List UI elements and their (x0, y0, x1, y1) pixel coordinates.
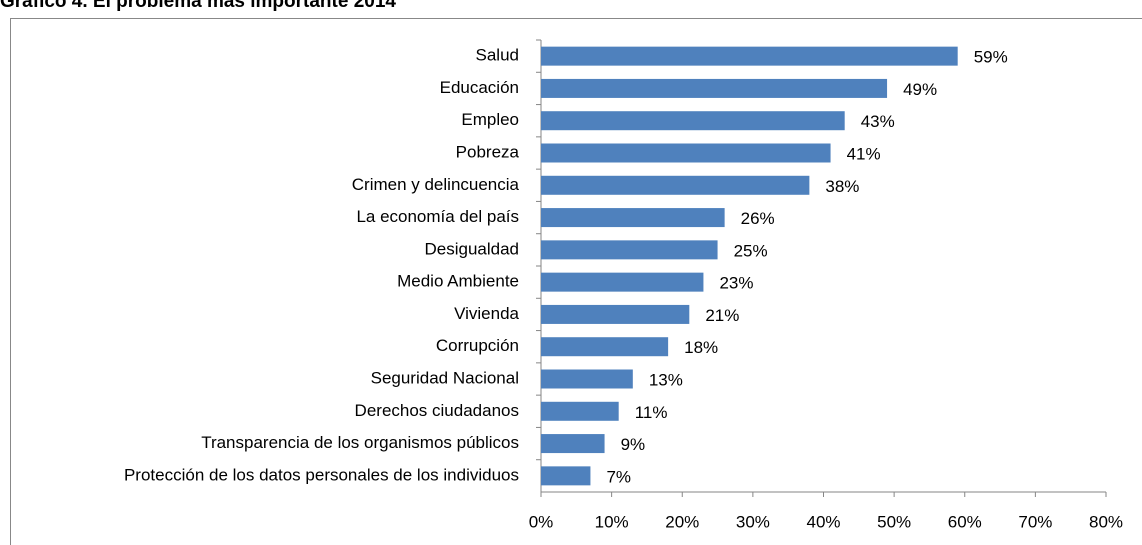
bar (541, 111, 845, 131)
value-label: 43% (861, 112, 895, 131)
bar (541, 78, 888, 98)
x-tick-label: 70% (1018, 512, 1052, 531)
bar (541, 240, 718, 260)
y-tick-label: La economía del país (356, 207, 519, 226)
value-label: 38% (825, 177, 859, 196)
value-label: 49% (903, 80, 937, 99)
x-tick-label: 60% (948, 512, 982, 531)
x-tick-label: 80% (1089, 512, 1123, 531)
y-tick-label: Vivienda (454, 304, 519, 323)
x-tick-label: 50% (877, 512, 911, 531)
bar (541, 143, 831, 163)
x-tick-label: 30% (736, 512, 770, 531)
value-label: 7% (606, 467, 631, 486)
y-tick-label: Pobreza (456, 142, 520, 161)
bar (541, 46, 958, 66)
x-tick-label: 40% (806, 512, 840, 531)
value-label: 59% (974, 48, 1008, 67)
value-label: 13% (649, 370, 683, 389)
x-tick-label: 0% (529, 512, 554, 531)
y-tick-label: Transparencia de los organismos públicos (201, 433, 519, 452)
y-tick-label: Crimen y delincuencia (352, 175, 520, 194)
chart-border (10, 18, 1142, 545)
chart-title: Gráfico 4. El problema más importante 20… (0, 0, 396, 12)
bar (541, 401, 619, 421)
y-tick-label: Seguridad Nacional (371, 368, 519, 387)
bar (541, 369, 633, 389)
bar (541, 466, 591, 486)
bar (541, 272, 704, 292)
y-tick-label: Derechos ciudadanos (355, 401, 519, 420)
bar (541, 434, 605, 454)
bar (541, 208, 725, 228)
value-label: 25% (734, 241, 768, 260)
value-label: 11% (635, 403, 668, 422)
bar (541, 175, 810, 195)
x-tick-label: 20% (665, 512, 699, 531)
value-label: 21% (705, 306, 739, 325)
y-tick-label: Corrupción (436, 336, 519, 355)
y-tick-label: Medio Ambiente (397, 272, 519, 291)
bar (541, 337, 669, 357)
value-label: 41% (847, 144, 881, 163)
y-tick-label: Desigualdad (424, 239, 519, 258)
value-label: 26% (741, 209, 775, 228)
y-tick-label: Protección de los datos personales de lo… (124, 465, 519, 484)
y-tick-label: Salud (476, 46, 519, 65)
bar (541, 304, 690, 324)
value-label: 9% (621, 435, 646, 454)
y-tick-label: Empleo (461, 110, 519, 129)
y-tick-label: Educación (440, 78, 519, 97)
value-label: 23% (719, 274, 753, 293)
value-label: 18% (684, 338, 718, 357)
x-tick-label: 10% (595, 512, 629, 531)
